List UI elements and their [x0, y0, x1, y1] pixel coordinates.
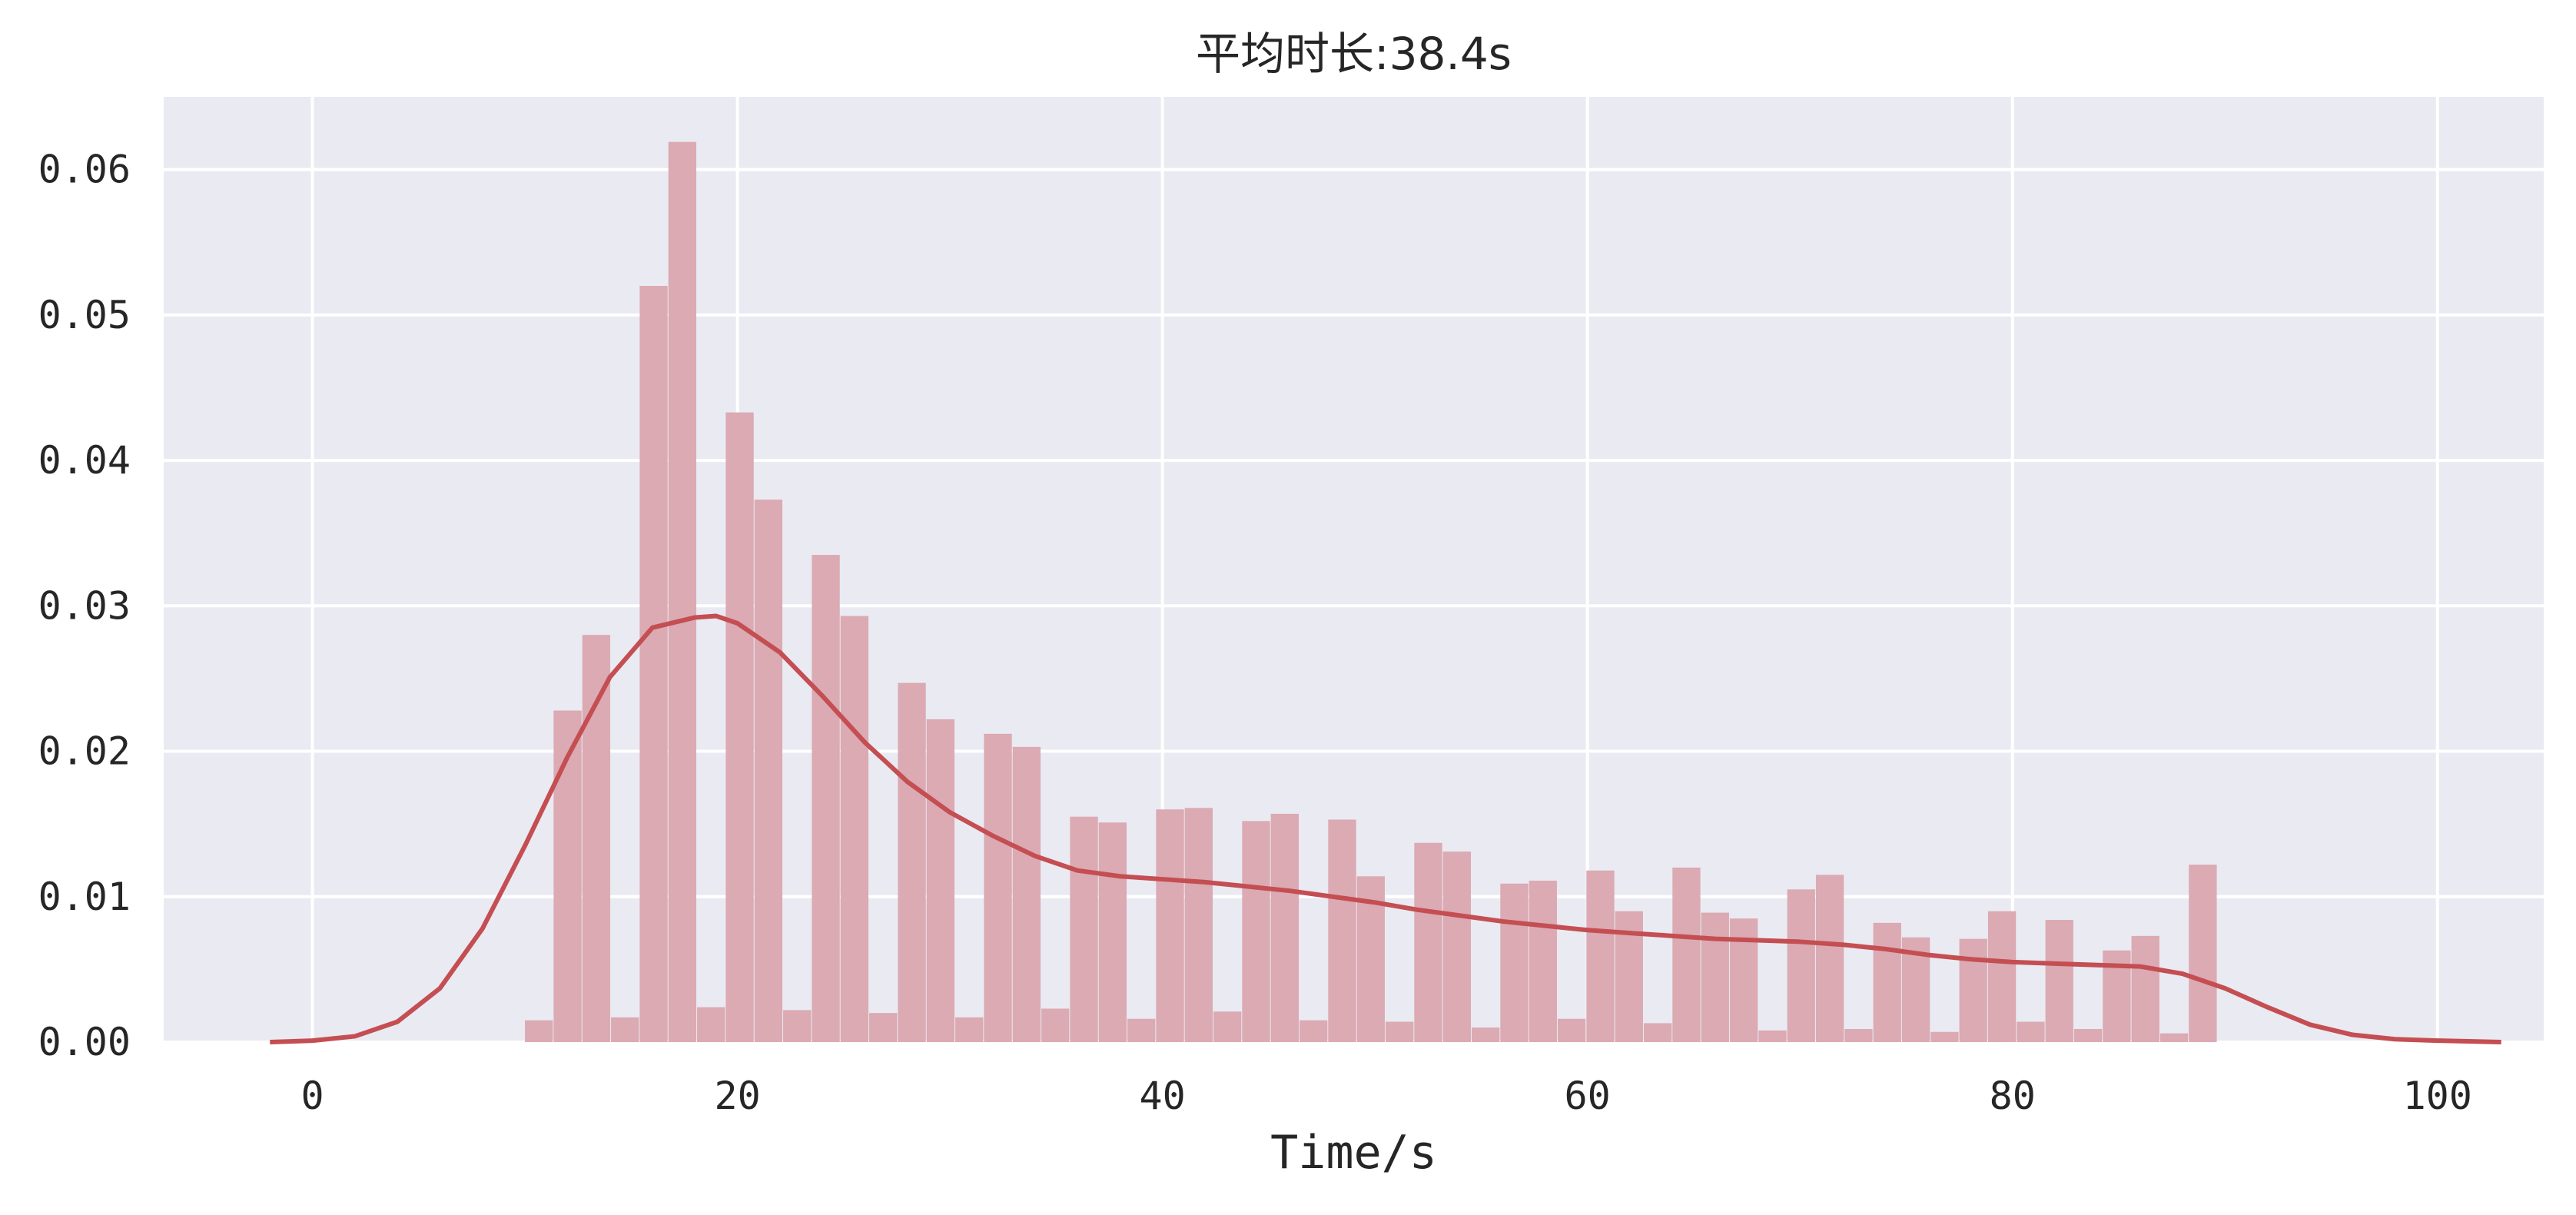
- histogram-bar: [1787, 889, 1815, 1042]
- histogram-bar: [1070, 816, 1098, 1042]
- histogram-bar: [926, 719, 955, 1042]
- y-tick-label: 0.06: [38, 148, 131, 192]
- histogram-bar: [725, 412, 754, 1042]
- histogram-bar: [2045, 920, 2073, 1042]
- histogram-bar: [639, 286, 668, 1042]
- chart-title: 平均时长:38.4s: [1196, 28, 1512, 80]
- histogram-bar: [1987, 911, 2017, 1042]
- histogram-bar: [1672, 867, 1701, 1042]
- x-axis-label: Time/s: [1270, 1126, 1437, 1180]
- histogram-bar: [1299, 1020, 1328, 1042]
- histogram-bar: [1328, 819, 1356, 1042]
- y-tick-labels: 0.00 0.01 0.02 0.03 0.04 0.05 0.06: [38, 148, 131, 1064]
- histogram-bar: [1758, 1030, 1787, 1042]
- histogram-bar: [2073, 1028, 2103, 1042]
- histogram-bar: [869, 1013, 898, 1042]
- histogram-bar: [955, 1017, 984, 1042]
- histogram-bar: [1184, 808, 1213, 1042]
- y-tick-label: 0.04: [38, 438, 131, 483]
- histogram-bar: [553, 710, 582, 1042]
- histogram-bar: [1557, 1018, 1586, 1042]
- histogram-bar: [812, 555, 840, 1042]
- histogram-bar: [1873, 922, 1901, 1042]
- x-tick-label: 40: [1140, 1074, 1186, 1118]
- histogram-bar: [1529, 880, 1557, 1042]
- x-tick-label: 20: [714, 1074, 760, 1118]
- histogram-bar: [783, 1010, 812, 1042]
- y-tick-label: 0.01: [38, 875, 131, 919]
- histogram-bar: [1959, 938, 1987, 1042]
- x-tick-label: 0: [301, 1074, 324, 1118]
- histogram-bar: [2017, 1021, 2045, 1042]
- histogram-bar: [1701, 912, 1729, 1042]
- histogram-bar: [1012, 746, 1041, 1042]
- histogram-bar: [1643, 1023, 1672, 1042]
- histogram-bar: [668, 141, 697, 1043]
- histogram-bar: [2159, 1033, 2189, 1042]
- histogram-bar: [2189, 865, 2217, 1042]
- histogram-bar: [611, 1017, 639, 1042]
- histogram-bar: [1098, 822, 1127, 1042]
- histogram-bar: [840, 616, 869, 1042]
- histogram-bar: [1815, 875, 1844, 1042]
- histogram-bar: [984, 733, 1012, 1042]
- histogram-bar: [1729, 918, 1758, 1042]
- histogram-bar: [898, 682, 926, 1042]
- y-tick-label: 0.05: [38, 293, 131, 337]
- histogram-bar: [1270, 813, 1299, 1042]
- histogram-bar: [754, 500, 783, 1042]
- x-tick-labels: 0 20 40 60 80 100: [301, 1074, 2472, 1118]
- histogram-bar: [1127, 1018, 1156, 1042]
- x-tick-label: 80: [1990, 1074, 2036, 1118]
- histogram-bar: [697, 1007, 725, 1042]
- y-tick-label: 0.03: [38, 583, 131, 628]
- histogram-bar: [1242, 821, 1270, 1042]
- histogram-bar: [1385, 1021, 1414, 1042]
- histogram-bar: [1586, 870, 1615, 1042]
- histogram-bar: [1844, 1028, 1873, 1042]
- y-tick-label: 0.02: [38, 729, 131, 774]
- histogram-bar: [582, 635, 611, 1042]
- histogram-bar: [525, 1020, 553, 1042]
- histogram-bar: [1414, 842, 1442, 1042]
- histogram-bar: [1213, 1011, 1242, 1042]
- histogram-bars: [525, 141, 2217, 1043]
- y-tick-label: 0.00: [38, 1020, 131, 1064]
- kde-density-line: [270, 613, 2501, 1044]
- x-tick-label: 60: [1565, 1074, 1611, 1118]
- histogram-bar: [1442, 851, 1471, 1042]
- histogram-bar: [1500, 883, 1529, 1042]
- histogram-bar: [1041, 1008, 1070, 1042]
- histogram-bar: [1471, 1027, 1500, 1042]
- histogram-bar: [1156, 809, 1184, 1042]
- x-tick-label: 100: [2403, 1074, 2472, 1118]
- histogram-bar: [2131, 935, 2159, 1042]
- histogram-bar: [1930, 1031, 1959, 1042]
